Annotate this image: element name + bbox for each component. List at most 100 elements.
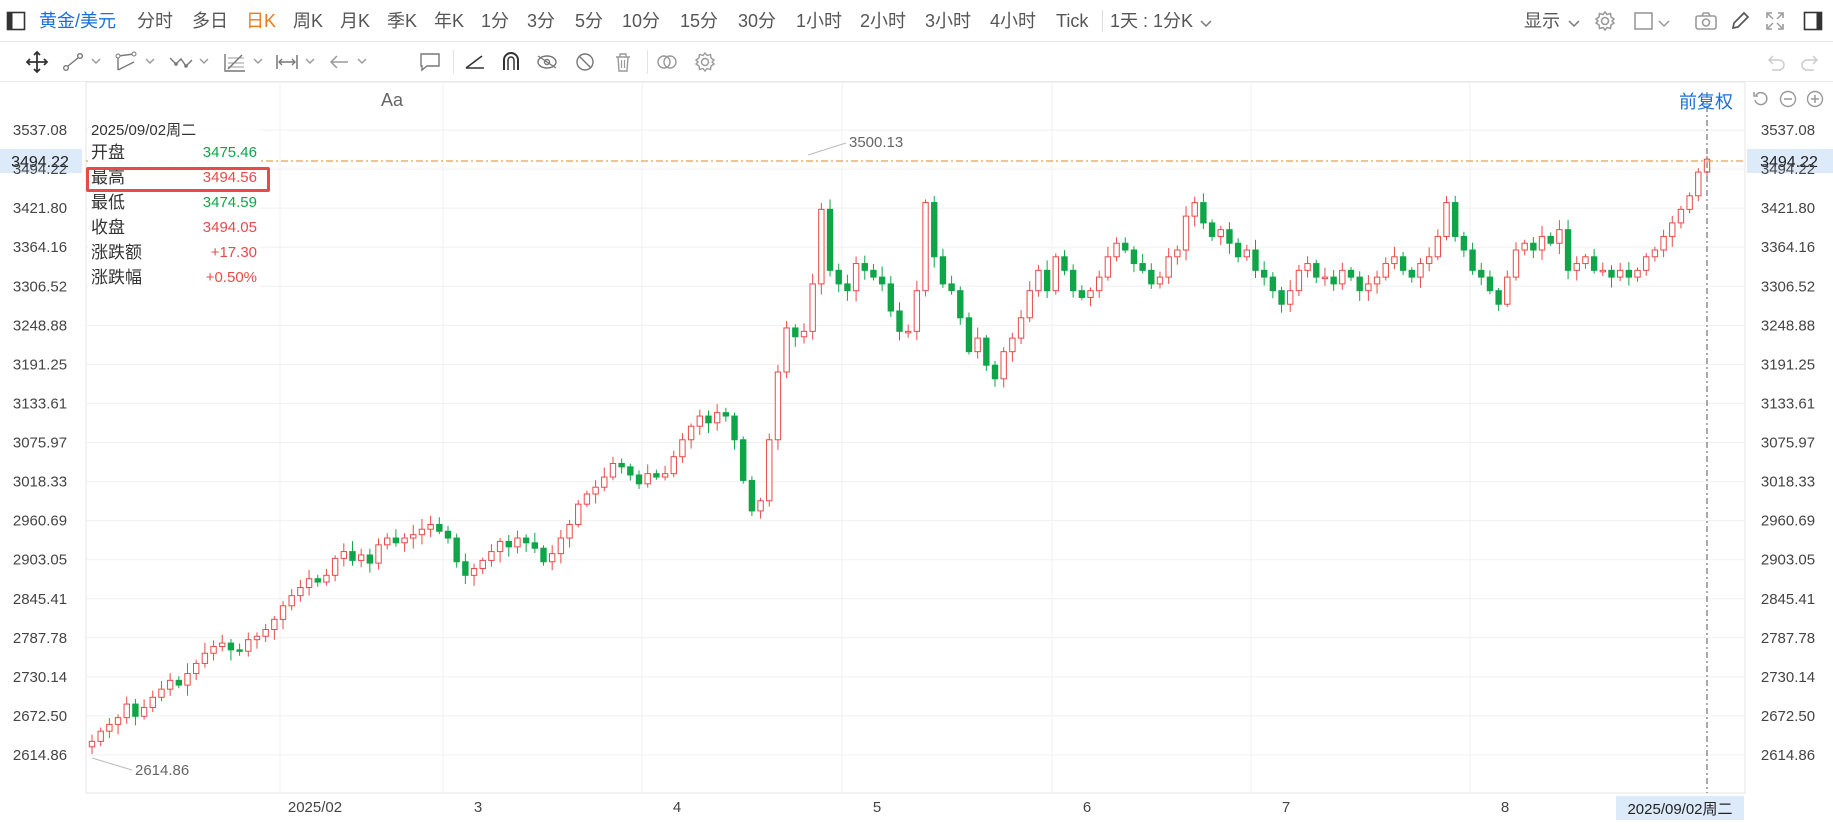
- chevron-down-icon[interactable]: [1568, 16, 1580, 28]
- period-10min[interactable]: 10分: [622, 11, 661, 31]
- chevron-down-icon[interactable]: [1200, 16, 1212, 28]
- sidebar-toggle-icon[interactable]: [6, 11, 26, 31]
- period-3min[interactable]: 3分: [527, 11, 556, 31]
- period-4h[interactable]: 4小时: [990, 11, 1037, 31]
- zoom-in-icon[interactable]: [1805, 89, 1825, 109]
- symbol-selector[interactable]: 黄金/美元: [39, 11, 117, 31]
- magnet-icon[interactable]: [498, 50, 524, 74]
- candle-body: [357, 554, 365, 561]
- undo-icon[interactable]: [1762, 50, 1788, 74]
- candle-body: [193, 662, 200, 675]
- candle-body: [1035, 269, 1042, 292]
- ohlc-label: 开盘: [91, 143, 125, 162]
- period-duo-ri[interactable]: 多日: [192, 11, 228, 31]
- right-panel-toggle-icon[interactable]: [1803, 11, 1823, 31]
- redo-icon[interactable]: [1798, 50, 1824, 74]
- layout-icon[interactable]: [1633, 10, 1655, 32]
- ohlc-label: 最低: [91, 193, 125, 212]
- candle-body: [1425, 256, 1433, 265]
- candle-body: [470, 568, 478, 576]
- candle-body: [1382, 263, 1389, 278]
- candle-body: [1616, 269, 1624, 278]
- chevron-down-icon[interactable]: [304, 54, 316, 68]
- chevron-down-icon[interactable]: [356, 54, 368, 68]
- period-15min[interactable]: 15分: [680, 11, 719, 31]
- period-day-k[interactable]: 日K: [246, 11, 277, 31]
- camera-icon[interactable]: [1694, 10, 1718, 32]
- candle-body: [1599, 269, 1606, 273]
- candle-body: [1252, 249, 1259, 271]
- candle-body: [462, 561, 469, 576]
- chevron-down-icon[interactable]: [252, 54, 264, 68]
- candle-body: [931, 202, 938, 258]
- highlight-box-high: [86, 167, 270, 192]
- period-1min[interactable]: 1分: [481, 11, 510, 31]
- candle-body: [436, 523, 443, 532]
- period-1h[interactable]: 1小时: [796, 11, 843, 31]
- candle-body: [236, 649, 243, 652]
- display-menu[interactable]: 显示: [1524, 11, 1560, 31]
- chevron-down-icon[interactable]: [198, 54, 210, 68]
- chevron-down-icon[interactable]: [1658, 16, 1670, 28]
- period-5min[interactable]: 5分: [575, 11, 604, 31]
- candle-body: [1347, 269, 1355, 278]
- candle-body: [1408, 269, 1415, 278]
- period-tick[interactable]: Tick: [1056, 11, 1089, 31]
- chevron-down-icon[interactable]: [144, 54, 156, 68]
- candle-body: [305, 578, 313, 589]
- candle-body: [401, 537, 408, 544]
- y-tick-label-right: 3248.88: [1761, 317, 1815, 334]
- candle-body: [1399, 256, 1407, 271]
- comment-icon[interactable]: [417, 50, 443, 74]
- adjustment-toggle[interactable]: 前复权: [1679, 92, 1733, 112]
- candle-body: [219, 642, 226, 647]
- candle-body: [88, 740, 96, 748]
- trend-line-icon[interactable]: [60, 50, 86, 74]
- period-month-k[interactable]: 月K: [340, 11, 371, 31]
- period-fen-shi[interactable]: 分时: [137, 11, 173, 31]
- candle-body: [957, 290, 964, 319]
- measure-icon[interactable]: [274, 50, 300, 74]
- candle-body: [1495, 290, 1502, 305]
- compare-icon[interactable]: [654, 50, 680, 74]
- period-week-k[interactable]: 周K: [293, 11, 324, 31]
- period-30min[interactable]: 30分: [738, 11, 777, 31]
- period-3h[interactable]: 3小时: [925, 11, 972, 31]
- channel-line-icon[interactable]: [114, 50, 140, 74]
- toolbar-settings-icon[interactable]: [692, 50, 718, 74]
- period-quarter-k[interactable]: 季K: [387, 11, 418, 31]
- angle-icon[interactable]: [462, 50, 488, 74]
- y-tick-label-left: 2960.69: [13, 513, 67, 530]
- candle-body: [331, 557, 339, 576]
- wave-pattern-icon[interactable]: [168, 50, 194, 74]
- fullscreen-icon[interactable]: [1764, 10, 1786, 32]
- candle-body: [1061, 256, 1068, 271]
- candle-body: [792, 327, 799, 338]
- trash-icon[interactable]: [610, 50, 636, 74]
- reset-icon[interactable]: [1751, 89, 1771, 109]
- text-tool[interactable]: Aa: [381, 90, 404, 110]
- candle-body: [1313, 263, 1320, 278]
- pencil-icon[interactable]: [1729, 10, 1751, 32]
- arrow-left-icon[interactable]: [326, 50, 352, 74]
- chevron-down-icon[interactable]: [90, 54, 102, 68]
- gear-icon[interactable]: [1594, 10, 1616, 32]
- period-year-k[interactable]: 年K: [434, 11, 465, 31]
- candle-body: [1582, 256, 1589, 265]
- zoom-out-icon[interactable]: [1778, 89, 1798, 109]
- candle-body: [1295, 269, 1303, 292]
- y-tick-label-left: 3248.88: [13, 317, 67, 334]
- fibonacci-icon[interactable]: [222, 50, 248, 74]
- hide-drawings-icon[interactable]: [572, 50, 598, 74]
- candle-body: [158, 688, 165, 698]
- lock-drawings-icon[interactable]: [534, 50, 560, 74]
- candle-body: [245, 639, 252, 652]
- candle-body: [1417, 263, 1424, 278]
- candle-body: [1365, 283, 1372, 292]
- y-tick-label-right: 3494.22: [1761, 161, 1815, 178]
- divider: [647, 50, 648, 74]
- move-cross-icon[interactable]: [24, 50, 50, 74]
- range-selector[interactable]: 1天 : 1分K: [1110, 11, 1194, 31]
- period-2h[interactable]: 2小时: [860, 11, 907, 31]
